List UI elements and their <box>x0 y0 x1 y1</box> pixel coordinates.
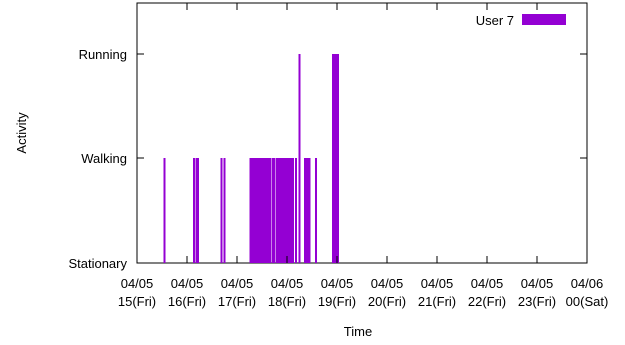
x-tick-label-date: 04/05 <box>471 276 504 291</box>
activity-bar <box>269 158 271 263</box>
y-tick-label: Walking <box>81 151 127 166</box>
activity-bar <box>290 158 293 263</box>
x-axis-label: Time <box>344 324 372 339</box>
x-tick-label-hour: 20(Fri) <box>368 294 406 309</box>
activity-bar <box>295 158 297 263</box>
x-axis: 04/05 15(Fri) 04/05 16(Fri) 04/05 17(Fri) 04/0… <box>118 3 608 309</box>
activity-bar <box>163 158 166 263</box>
activity-bar <box>273 158 276 263</box>
x-tick-label-hour: 15(Fri) <box>118 294 156 309</box>
legend: User 7 <box>476 13 566 28</box>
x-tick-label-date: 04/06 <box>571 276 604 291</box>
legend-label-user-7: User 7 <box>476 13 514 28</box>
x-tick-label-hour: 21(Fri) <box>418 294 456 309</box>
y-tick-label: Running <box>79 47 127 62</box>
x-tick-label-date: 04/05 <box>221 276 254 291</box>
activity-bar <box>337 54 339 263</box>
x-tick-label-hour: 00(Sat) <box>566 294 609 309</box>
x-tick-label-hour: 22(Fri) <box>468 294 506 309</box>
y-axis-label: Activity <box>14 112 29 154</box>
activity-bar <box>193 158 195 263</box>
activity-bar <box>287 158 290 263</box>
activity-bar <box>267 158 269 263</box>
activity-bar <box>308 158 311 263</box>
activity-bar <box>258 158 260 263</box>
activity-bar <box>283 158 286 263</box>
activity-bar <box>292 158 294 263</box>
activity-bar <box>271 158 274 263</box>
x-tick-label-date: 04/05 <box>171 276 204 291</box>
activity-bar <box>307 158 309 263</box>
x-tick-label-date: 04/05 <box>321 276 354 291</box>
x-tick-label-hour: 17(Fri) <box>218 294 256 309</box>
y-axis: Stationary Walking Running <box>68 47 587 271</box>
activity-bar <box>260 158 263 263</box>
activity-bar <box>286 158 288 263</box>
activity-bar <box>333 54 336 263</box>
activity-bar <box>289 158 291 263</box>
x-tick-label-date: 04/05 <box>371 276 404 291</box>
activity-bar <box>197 158 199 263</box>
activity-bar <box>298 54 301 263</box>
x-tick-label-hour: 16(Fri) <box>168 294 206 309</box>
activity-bar <box>265 158 268 263</box>
x-tick-label-date: 04/05 <box>271 276 304 291</box>
x-tick-label-hour: 18(Fri) <box>268 294 306 309</box>
x-tick-label-date: 04/05 <box>521 276 554 291</box>
x-tick-label-date: 04/05 <box>421 276 454 291</box>
activity-bar <box>332 54 334 263</box>
activity-bar <box>263 158 265 263</box>
data-bars <box>163 54 339 263</box>
activity-bar <box>223 158 226 263</box>
activity-bar <box>278 158 281 263</box>
activity-bar <box>280 158 283 263</box>
x-tick-label-hour: 23(Fri) <box>518 294 556 309</box>
x-tick-label-date: 04/05 <box>121 276 154 291</box>
plot-frame <box>136 2 588 264</box>
activity-bar <box>304 158 306 263</box>
activity-bar <box>195 158 198 263</box>
activity-bar <box>255 158 258 263</box>
legend-swatch-user-7 <box>522 14 566 25</box>
activity-bar <box>277 158 279 263</box>
x-tick-label-hour: 19(Fri) <box>318 294 356 309</box>
activity-bar <box>305 158 308 263</box>
activity-bar <box>315 158 317 263</box>
y-tick-label: Stationary <box>68 256 127 271</box>
activity-bar <box>220 158 223 263</box>
activity-bar <box>252 158 255 263</box>
